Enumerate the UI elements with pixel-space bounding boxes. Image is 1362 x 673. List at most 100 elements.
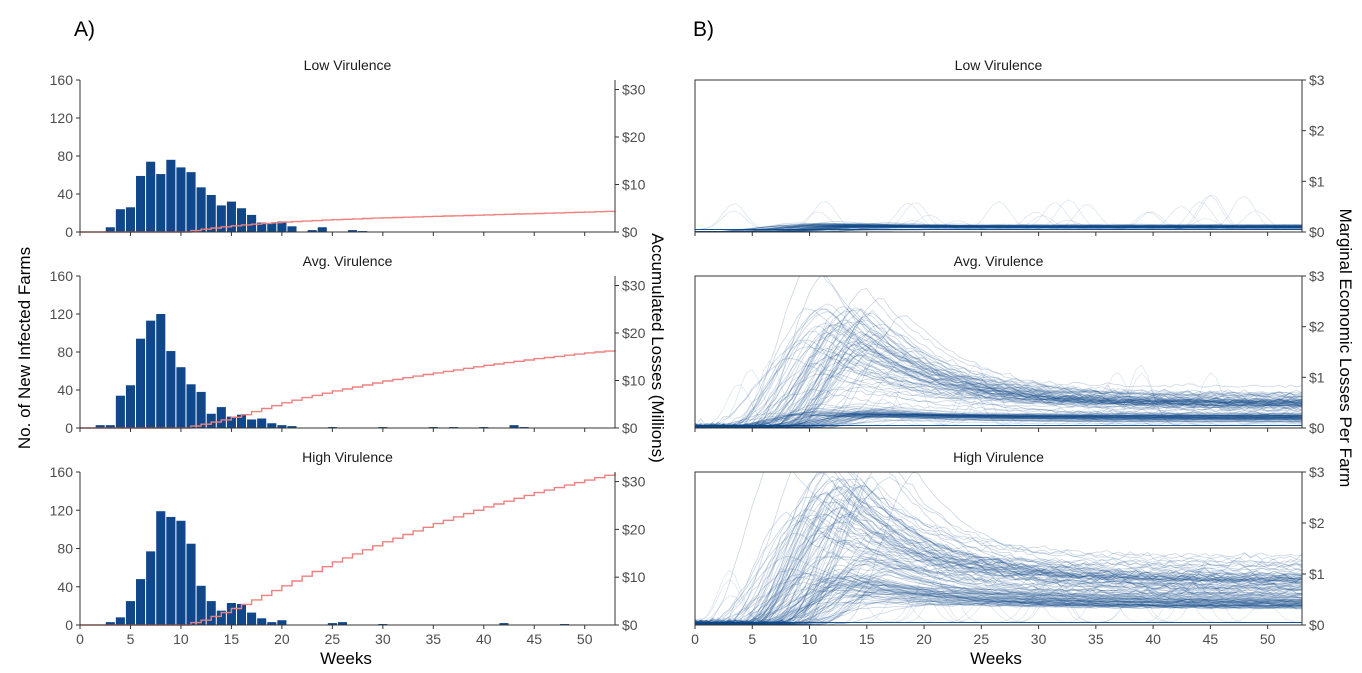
trajectory-line: [695, 578, 1302, 625]
y-tick-label: 0: [65, 420, 73, 436]
trajectory-line: [695, 581, 1302, 625]
trajectory-line: [695, 579, 1302, 623]
bar: [226, 201, 236, 232]
trajectory-line: [695, 202, 1302, 230]
trajectory-line: [695, 366, 1302, 428]
trajectory-line: [695, 497, 1302, 625]
trajectory-line: [695, 472, 1302, 625]
trajectory-line: [695, 225, 1302, 232]
bar: [307, 230, 317, 232]
bar: [216, 610, 226, 625]
trajectory-line: [695, 318, 1302, 428]
trajectory-line: [695, 571, 1302, 625]
bar: [125, 385, 136, 428]
trajectory-line: [695, 357, 1302, 428]
trajectory-line: [695, 513, 1302, 625]
bar: [156, 174, 166, 232]
bar: [499, 623, 509, 625]
trajectory-line: [695, 226, 1302, 232]
trajectory-line: [695, 564, 1302, 623]
trajectory-line: [695, 223, 1302, 232]
trajectory-line: [695, 403, 1302, 428]
panel-b-facet-3: High Virulence $0 $1 $2 $3 0 5 10 15 20 25 30 35 40 45…: [691, 449, 1325, 647]
trajectory-line: [695, 600, 1302, 625]
trajectory-line: [695, 308, 1302, 428]
trajectory-line: [695, 592, 1302, 623]
trajectory-line: [695, 602, 1302, 625]
trajectory-line: [695, 306, 1302, 428]
trajectory-line: [695, 403, 1302, 428]
bar: [136, 579, 146, 625]
trajectory-line: [695, 549, 1302, 625]
trajectory-line: [695, 223, 1302, 232]
trajectory-line: [695, 407, 1302, 426]
bar: [115, 395, 125, 428]
trajectory-line: [695, 412, 1302, 428]
trajectory-line: [695, 513, 1302, 625]
panel-b-facet-1: Low Virulence $0 $1 $2 $3: [694, 57, 1325, 240]
trajectory-line: [695, 225, 1302, 232]
trajectory-line: [695, 574, 1302, 625]
trajectory-line: [695, 588, 1302, 623]
trajectory-line: [695, 496, 1302, 625]
bar: [176, 167, 186, 232]
trajectory-line: [695, 411, 1302, 428]
trajectory-line: [695, 307, 1302, 428]
trajectory-line: [695, 533, 1302, 625]
y2-tick-label: $0: [1309, 617, 1325, 633]
trajectory-line: [695, 413, 1302, 428]
y2-tick-label: $2: [1309, 123, 1325, 139]
trajectory-line: [695, 363, 1302, 426]
trajectory-line: [695, 211, 1302, 230]
trajectory-line: [695, 323, 1302, 428]
bar: [146, 320, 156, 428]
bar: [236, 208, 247, 232]
trajectory-line: [695, 211, 1302, 230]
facet-title: Low Virulence: [955, 57, 1043, 73]
trajectory-line: [695, 557, 1302, 625]
trajectory-line: [695, 406, 1302, 426]
x-tick-label: 35: [426, 631, 442, 647]
trajectory-line: [695, 592, 1302, 625]
panel-a-y-axis-title: No. of New Infected Farms: [15, 247, 34, 449]
trajectory-line: [695, 563, 1302, 625]
trajectory-line: [695, 340, 1302, 428]
panel-a-x-axis-title: Weeks: [320, 649, 372, 668]
trajectory-line: [695, 414, 1302, 426]
trajectory-line: [695, 210, 1302, 230]
trajectory-line: [695, 225, 1302, 232]
y-tick-label: 80: [57, 148, 73, 164]
trajectory-line: [695, 595, 1302, 625]
trajectory-line: [695, 496, 1302, 625]
trajectory-line: [695, 588, 1302, 625]
trajectory-line: [695, 564, 1302, 623]
y2-tick-label: $2: [1309, 515, 1325, 531]
bar: [317, 227, 327, 232]
x-tick-label: 40: [476, 631, 492, 647]
bar: [216, 407, 226, 428]
bar: [166, 351, 176, 428]
bar: [226, 603, 236, 625]
trajectory-line: [695, 568, 1302, 625]
y-tick-label: 40: [57, 186, 73, 202]
trajectory-line: [695, 389, 1302, 428]
y2-tick-label: $0: [622, 617, 638, 633]
bar: [247, 612, 257, 625]
y-tick-label: 0: [65, 617, 73, 633]
trajectory-line: [695, 581, 1302, 625]
bar: [236, 603, 247, 625]
trajectory-line: [695, 525, 1302, 625]
trajectory-line: [695, 225, 1302, 232]
facet-title: Avg. Virulence: [303, 253, 393, 269]
trajectory-line: [695, 220, 1302, 230]
bar: [146, 161, 156, 232]
y2-tick-label: $1: [1309, 369, 1325, 385]
trajectory-line: [695, 413, 1302, 428]
trajectory-line: [695, 509, 1302, 625]
trajectory-line: [695, 595, 1302, 623]
trajectory-line: [695, 415, 1302, 428]
trajectory-line: [695, 340, 1302, 428]
trajectory-line: [695, 373, 1302, 428]
trajectory-line: [695, 311, 1302, 428]
trajectory-line: [695, 588, 1302, 625]
